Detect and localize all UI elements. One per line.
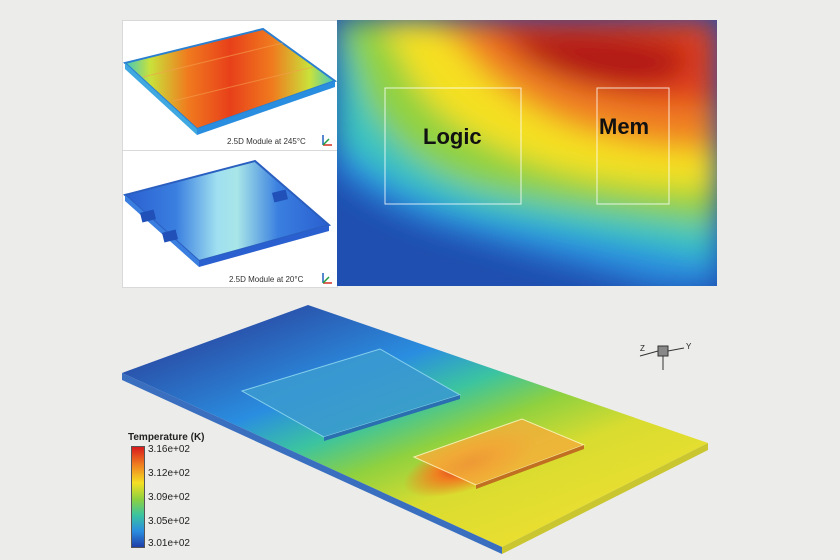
- axis-z-label: Z: [640, 344, 645, 353]
- logic-label: Logic: [423, 124, 482, 149]
- axis-triad-icon: [322, 273, 332, 284]
- axis-triad-icon: [322, 135, 332, 146]
- temperature-legend: Temperature (K) 3.16e+02 3.12e+02 3.09e+…: [128, 432, 248, 550]
- axis-y-label: Y: [686, 342, 692, 351]
- legend-tick: 3.05e+02: [148, 516, 190, 527]
- legend-colorbar: [131, 446, 145, 548]
- mem-label: Mem: [599, 114, 650, 139]
- mem-die-outline: [596, 87, 670, 205]
- package-thermal-panel: [110, 295, 730, 560]
- legend-tick: 3.16e+02: [148, 444, 190, 455]
- die-heatmap: [337, 20, 717, 286]
- legend-tick: 3.09e+02: [148, 492, 190, 503]
- module-20c-render: [123, 159, 332, 267]
- package-thermal-render: [122, 305, 708, 554]
- logic-die-outline: [384, 87, 522, 205]
- module-20c-caption: 2.5D Module at 20°C: [229, 275, 304, 284]
- legend-title: Temperature (K): [128, 432, 205, 443]
- module-245c-panel: 2.5D Module at 245°C: [122, 20, 338, 152]
- die-heatmap-panel: Logic Mem: [337, 20, 717, 286]
- orientation-axis-icon: Z Y: [639, 342, 692, 370]
- legend-tick: 3.12e+02: [148, 468, 190, 479]
- module-20c-panel: 2.5D Module at 20°C: [122, 150, 338, 288]
- legend-tick: 3.01e+02: [148, 538, 190, 549]
- module-245c-render: [123, 27, 337, 135]
- module-245c-caption: 2.5D Module at 245°C: [227, 137, 306, 146]
